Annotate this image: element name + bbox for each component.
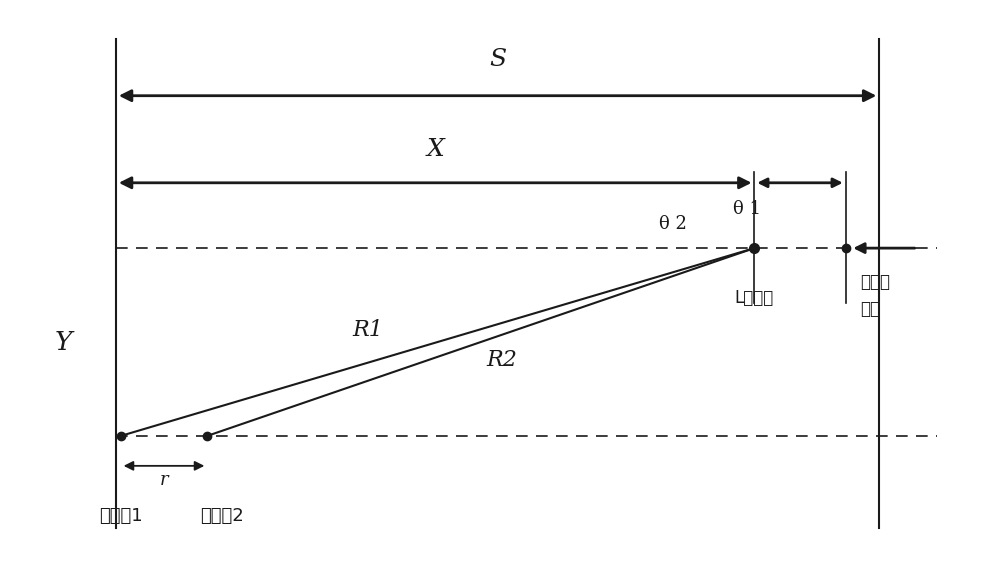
- Text: X: X: [426, 138, 444, 161]
- Text: r: r: [160, 471, 168, 489]
- Text: θ 2: θ 2: [659, 215, 687, 232]
- Text: 传感器1: 传感器1: [99, 507, 143, 524]
- Text: R1: R1: [352, 319, 383, 341]
- Text: 传感器2: 传感器2: [200, 507, 243, 524]
- Text: Y: Y: [55, 329, 72, 354]
- Text: θ 1: θ 1: [733, 200, 761, 218]
- Text: L后位置: L后位置: [735, 289, 774, 307]
- Text: 源初始: 源初始: [860, 273, 890, 291]
- Text: S: S: [489, 48, 506, 71]
- Text: R2: R2: [486, 349, 517, 371]
- Text: 位置: 位置: [860, 300, 880, 318]
